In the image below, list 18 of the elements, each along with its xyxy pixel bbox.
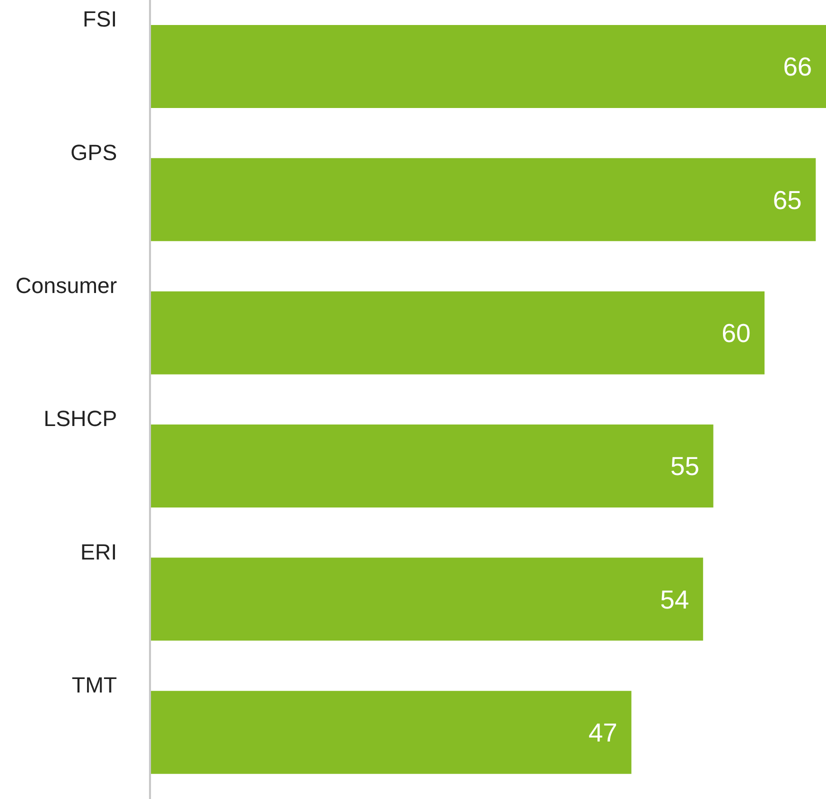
bar <box>150 291 765 374</box>
bar <box>150 158 816 242</box>
bar <box>150 25 826 108</box>
bar <box>150 558 704 641</box>
data-label: 54 <box>660 584 690 614</box>
bar <box>150 424 714 508</box>
data-label: 65 <box>772 184 802 215</box>
y-tick-label: TMT <box>72 672 117 698</box>
y-tick-label: LSHCP <box>44 406 117 432</box>
data-label: 47 <box>588 718 618 748</box>
y-tick-label: ERI <box>80 539 117 564</box>
data-label: 60 <box>722 318 751 348</box>
bar <box>150 690 632 774</box>
data-label: 55 <box>670 451 700 482</box>
y-tick-label: FSI <box>82 6 117 32</box>
y-tick-label: Consumer <box>16 272 117 298</box>
data-label: 66 <box>783 52 812 82</box>
y-tick-label: GPS <box>70 140 117 165</box>
